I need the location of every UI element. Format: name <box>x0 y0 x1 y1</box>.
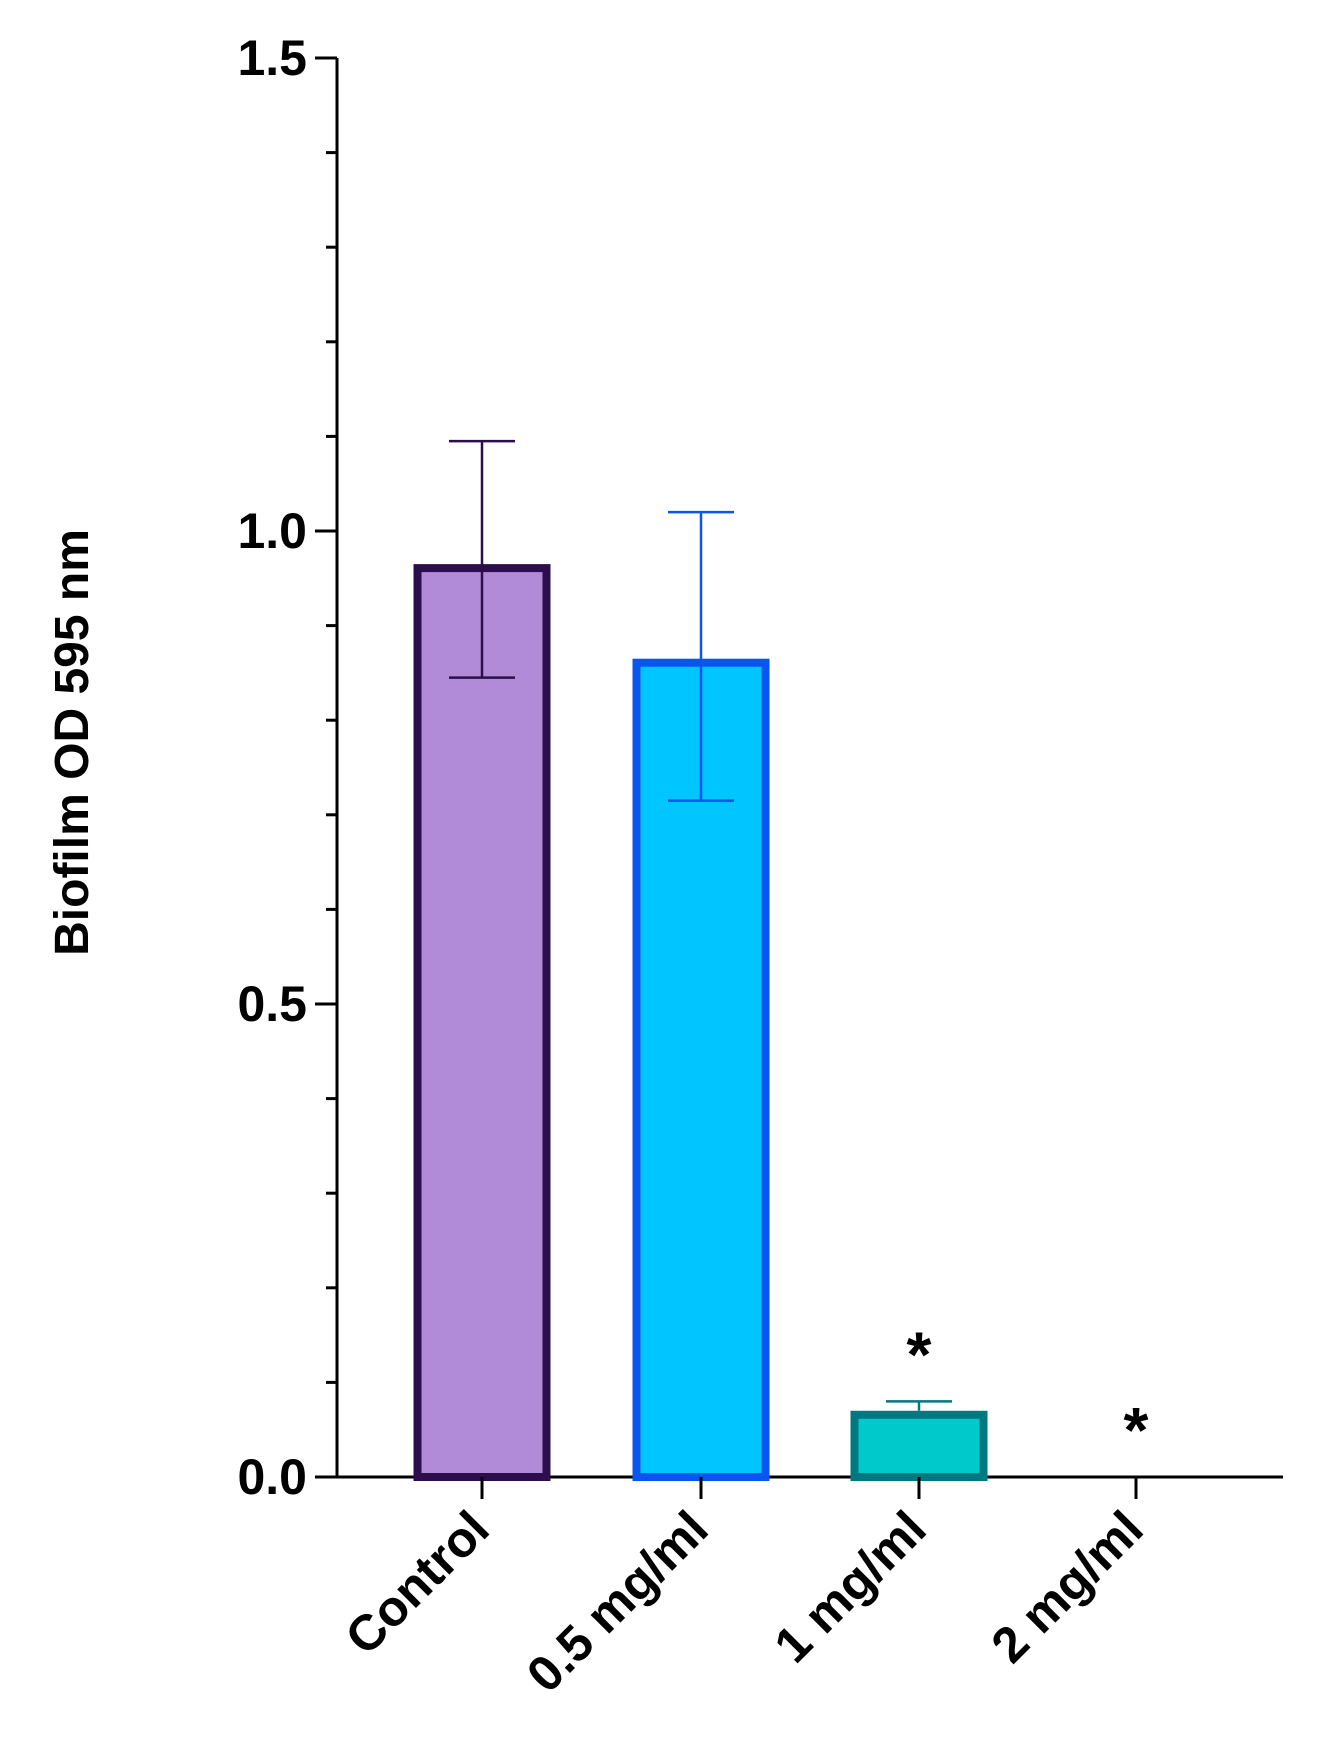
x-tick-label: 0.5 mg/ml <box>516 1500 719 1703</box>
significance-marker: * <box>1124 1394 1149 1466</box>
significance-marker: * <box>907 1318 932 1390</box>
x-tick-label: 1 mg/ml <box>764 1500 937 1673</box>
y-tick-label: 0.5 <box>237 976 307 1032</box>
x-ticks: Control 0.5 mg/ml 1 mg/ml 2 mg/ml <box>335 1477 1154 1703</box>
bar <box>850 1410 988 1482</box>
y-tick-label: 1.0 <box>237 503 307 559</box>
bars: ** <box>413 439 1149 1482</box>
y-tick-label: 0.0 <box>237 1449 307 1505</box>
bar <box>413 564 551 1481</box>
y-axis-label: Biofilm OD 595 nm <box>46 529 99 956</box>
y-ticks: 0.0 0.5 1.0 1.5 <box>237 30 337 1505</box>
x-tick-label: Control <box>335 1500 500 1665</box>
y-tick-label: 1.5 <box>237 30 307 86</box>
x-tick-label: 2 mg/ml <box>981 1500 1154 1673</box>
